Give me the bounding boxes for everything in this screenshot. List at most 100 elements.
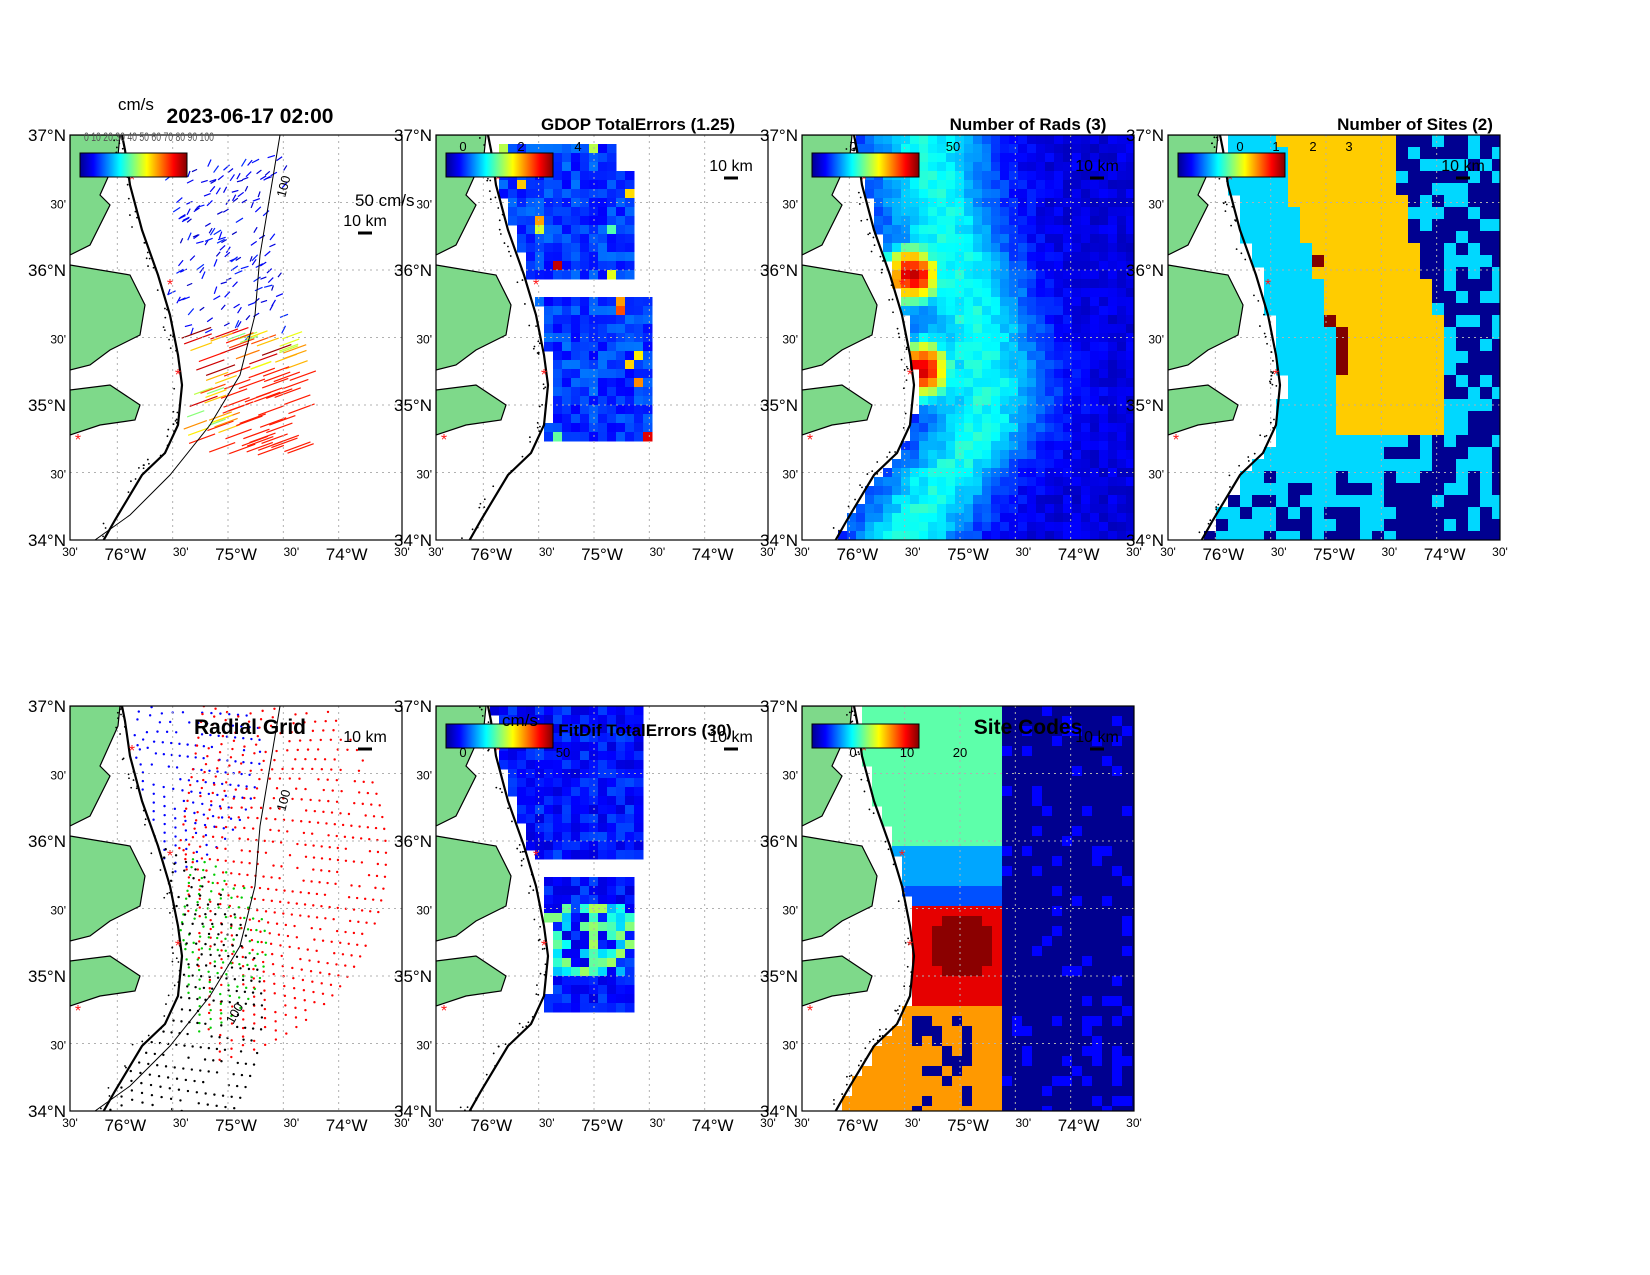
coast-speck	[510, 469, 513, 472]
heatmap-cell	[952, 846, 963, 857]
heatmap-cell	[607, 405, 617, 415]
radial-grid-point	[194, 819, 198, 822]
heatmap-cell	[625, 814, 635, 824]
coast-speck	[498, 228, 501, 231]
coast-speck	[125, 1066, 127, 1069]
heatmap-cell	[1009, 189, 1019, 199]
site-marker: *	[861, 172, 867, 189]
coast-speck	[144, 818, 147, 821]
radial-grid-point	[145, 1051, 148, 1055]
heatmap-cell	[526, 225, 536, 235]
heatmap-cell	[1456, 207, 1469, 220]
radial-grid-point	[242, 1038, 245, 1041]
radial-grid-point	[303, 903, 307, 906]
heatmap-cell	[946, 432, 956, 442]
heatmap-cell	[553, 144, 563, 154]
coast-speck	[166, 892, 169, 895]
radial-grid-point	[233, 884, 237, 887]
heatmap-cell	[1018, 360, 1028, 370]
radial-grid-point	[322, 788, 325, 792]
heatmap-cell	[535, 207, 545, 217]
radial-grid-point	[183, 809, 186, 813]
coast-speck	[168, 338, 170, 341]
heatmap-cell	[625, 940, 635, 950]
heatmap-cell	[625, 949, 635, 959]
radial-grid-point	[196, 903, 199, 907]
radial-grid-point	[182, 823, 185, 826]
coast-speck	[1216, 139, 1219, 142]
radial-grid-point	[266, 887, 270, 891]
heatmap-cell	[892, 756, 903, 767]
radial-grid-point	[361, 759, 364, 762]
lat-tick-label: 36°N	[1126, 261, 1164, 280]
radial-grid-point	[232, 1073, 235, 1076]
radial-grid-point	[242, 737, 245, 740]
current-vector	[183, 420, 208, 430]
radial-grid-point	[198, 935, 202, 938]
coast-speck	[138, 467, 140, 469]
heatmap-cell	[922, 1056, 933, 1067]
heatmap-cell	[1072, 324, 1082, 334]
heatmap-cell	[1372, 219, 1385, 232]
radial-grid-point	[263, 929, 266, 933]
coast-speck	[456, 547, 458, 549]
heatmap-cell	[1081, 432, 1091, 442]
heatmap-cell	[616, 841, 626, 851]
axes-frame	[1167, 134, 1501, 541]
heatmap-cell	[991, 288, 1001, 298]
heatmap-cell	[910, 297, 920, 307]
isobath-label: 100	[223, 1000, 247, 1026]
heatmap-cell	[1126, 216, 1134, 226]
radial-grid-point	[229, 914, 232, 918]
current-vector	[200, 179, 208, 184]
heatmap-cell	[1312, 279, 1325, 292]
radial-grid-point	[202, 835, 205, 838]
heatmap-cell	[919, 135, 929, 145]
heatmap-cell	[1444, 171, 1457, 184]
radial-grid-point	[335, 800, 339, 803]
heatmap-cell	[1360, 195, 1373, 208]
radial-grid-point	[204, 833, 208, 837]
heatmap-cell	[928, 387, 938, 397]
heatmap-cell	[1126, 234, 1134, 244]
heatmap-cell	[562, 198, 572, 208]
heatmap-cell	[952, 996, 963, 1007]
heatmap-cell	[508, 751, 518, 761]
radial-grid-point	[182, 973, 186, 977]
heatmap-cell	[1432, 291, 1445, 304]
coast-speck	[134, 478, 137, 480]
heatmap-cell	[991, 486, 1001, 496]
radial-grid-point	[252, 995, 256, 998]
radial-grid-point	[279, 731, 282, 735]
radial-grid-point	[130, 1079, 133, 1083]
current-vector	[256, 337, 279, 347]
heatmap-cell	[607, 369, 617, 379]
heatmap-cell	[1099, 450, 1109, 460]
site-marker: *	[167, 277, 173, 294]
radial-grid-point	[163, 831, 166, 834]
coast-speck	[544, 386, 547, 389]
heatmap-cell	[1045, 252, 1055, 262]
heatmap-cell	[607, 949, 617, 959]
heatmap-cell	[607, 225, 617, 235]
heatmap-cell	[517, 144, 527, 154]
current-vector	[179, 238, 184, 244]
heatmap-cell	[598, 180, 608, 190]
heatmap-cell	[1396, 483, 1409, 496]
heatmap-cell	[912, 1096, 923, 1107]
heatmap-cell	[1492, 195, 1500, 208]
heatmap-cell	[942, 1086, 953, 1097]
heatmap-cell	[1018, 369, 1028, 379]
heatmap-cell	[1009, 207, 1019, 217]
radial-grid-point	[294, 787, 298, 790]
coast-speck	[1253, 452, 1256, 455]
heatmap-cell	[1108, 162, 1118, 172]
heatmap-cell	[982, 776, 993, 787]
heatmap-cell	[625, 342, 635, 352]
coast-speck	[99, 1107, 102, 1110]
radial-grid-point	[252, 1039, 256, 1043]
heatmap-cell	[616, 931, 626, 941]
heatmap-cell	[634, 733, 644, 743]
heatmap-cell	[901, 189, 911, 199]
heatmap-cell	[1384, 243, 1397, 256]
